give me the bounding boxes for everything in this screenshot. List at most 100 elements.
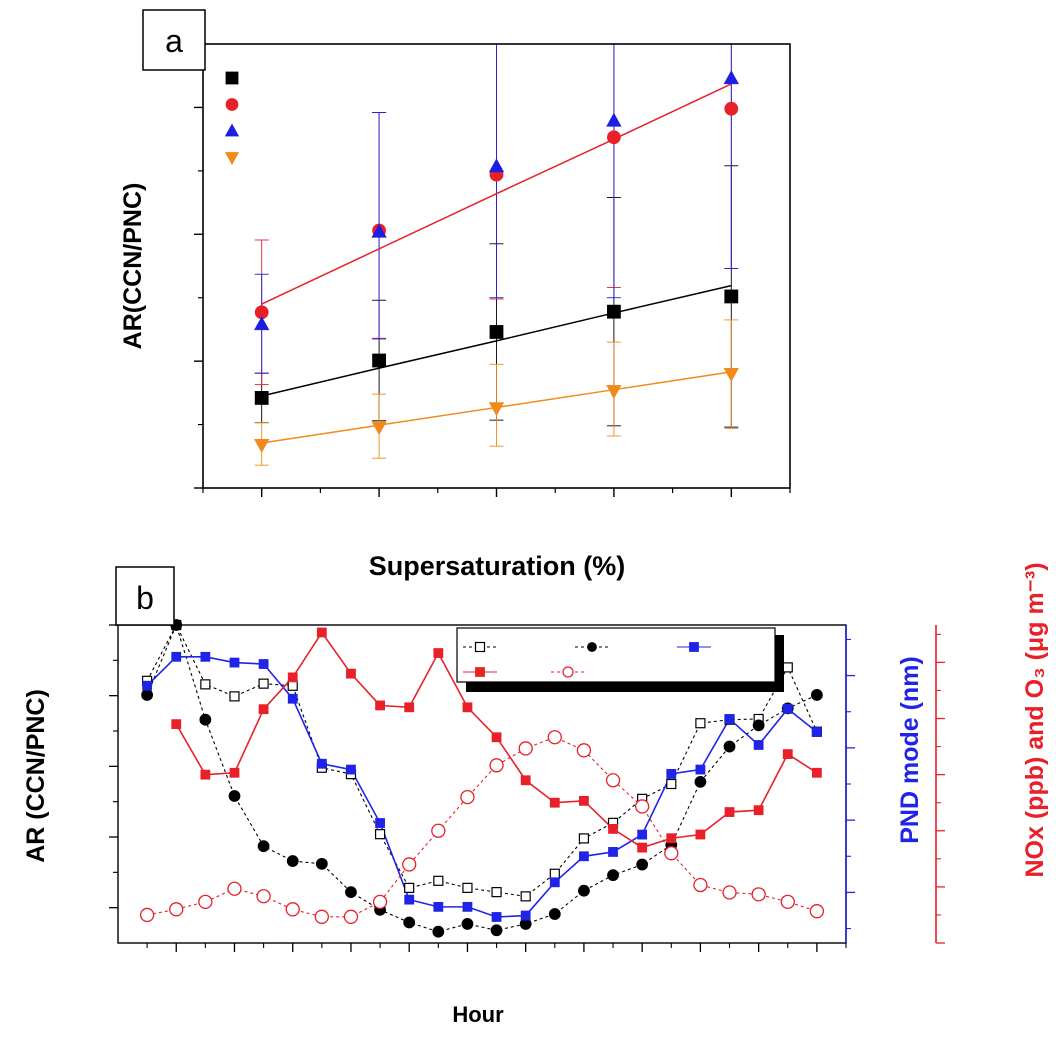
series-point [578,833,590,844]
legend-marker [225,98,239,111]
series-point [579,851,589,862]
series-point [666,768,677,779]
series-point [315,857,328,870]
data-point [724,289,739,304]
series-point [635,799,650,814]
series-point [695,764,706,775]
series-point [228,790,241,802]
data-point [724,101,739,116]
series-point [809,904,825,919]
series-point [431,823,446,838]
series-point [258,678,269,689]
series-point [375,700,385,711]
series-point [462,882,473,893]
data-point [723,70,739,85]
series-point [666,778,677,790]
series-point [578,884,590,897]
series-point [722,885,737,900]
data-point [371,223,387,238]
data-point [489,325,504,339]
series-point [782,703,793,714]
x-ticks-b [146,943,847,952]
data-point [723,368,739,382]
series-point [142,680,153,691]
series-point [171,719,182,730]
series-point [462,702,473,713]
legend-a [224,71,240,166]
series-point [489,758,504,773]
series-point [404,702,415,713]
series-point [286,855,299,867]
series-point [694,775,707,788]
series-point [343,909,359,924]
x-axis-label-a: Supersaturation (%) [369,551,626,581]
series-point [664,846,679,861]
series-point [374,829,386,840]
series-point [693,877,708,893]
legend-marker [225,71,239,85]
legend-marker [475,667,485,677]
y3-axis-label-b: NOx (ppb) and O₃ (μg m⁻³) [1021,562,1049,877]
legend-marker [474,641,486,653]
y-ticks [194,43,203,489]
series-point [753,805,764,816]
series-point [198,894,213,909]
series-point [404,894,415,905]
series-point [520,891,531,902]
legend-marker [562,666,574,678]
series-point [200,651,211,662]
panel-label-box-b [115,566,175,626]
data-point [607,304,621,319]
series-point [637,829,648,840]
series-point [258,704,269,715]
series-point [432,925,445,938]
series-point [782,749,793,759]
data-markers [254,70,739,453]
legend-b-entries [463,641,711,678]
series-point [695,829,706,840]
y-axis-label-a: AR(CCN/PNC) [119,183,147,350]
series-point [810,689,823,701]
series-line [146,655,818,918]
y3-ticks-b [936,633,945,944]
series-point [346,668,356,679]
series-point [811,767,822,778]
series-point [724,714,735,724]
series-point [636,858,649,871]
series-point [461,918,474,930]
data-point [254,391,269,405]
panel-label-a: a [165,23,183,59]
series-point [608,823,618,834]
series-point [607,869,619,882]
series-point [229,691,240,702]
data-point [488,158,505,173]
legend-marker [224,123,240,137]
legend-marker [587,642,597,652]
series-point [753,740,764,750]
y-ticks-b [109,624,118,909]
series-point [549,868,560,879]
series-point [724,807,735,817]
series-line [146,623,818,933]
legend-b-box [456,627,776,683]
series-point [780,894,795,909]
error-bars [254,44,739,466]
series-point [433,901,444,912]
series-point [257,840,270,853]
series-point [782,662,793,673]
series-point [316,627,327,638]
panel-b: b Hour AR (CCN/PNC) PND mode (nm) NOx (p… [22,562,1049,1027]
y-axis-label-b: AR (CCN/PNC) [22,689,50,863]
series-point [139,907,155,923]
legend-b [456,627,784,692]
series-point [433,648,444,658]
series-point [548,908,561,920]
data-point [606,112,622,127]
series-point [811,727,822,737]
series-point [462,901,473,912]
series-point [171,651,182,662]
series-point [579,795,589,806]
series-point [141,689,154,701]
series-point [637,842,648,853]
data-point [606,385,622,400]
